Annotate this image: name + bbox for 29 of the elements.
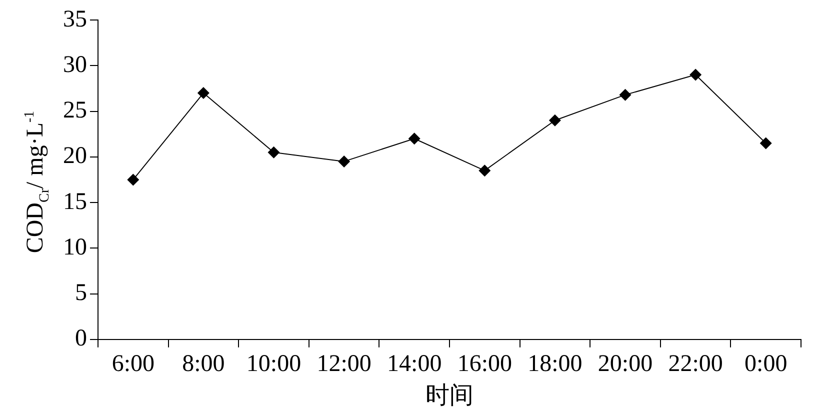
point — [338, 155, 350, 168]
x-tick-label: 6:00 — [112, 351, 154, 378]
x-axis-title: 时间 — [426, 382, 474, 409]
point — [548, 114, 561, 126]
x-tick-label: 14:00 — [387, 351, 442, 378]
point — [760, 137, 772, 150]
x-tick-label: 18:00 — [528, 351, 582, 378]
y-tick-label: 30 — [63, 52, 87, 78]
x-tick-label: 10:00 — [246, 351, 302, 378]
x-tick-label: 0:00 — [744, 351, 788, 378]
x-tick-label: 20:00 — [598, 351, 653, 378]
point — [197, 87, 210, 100]
y-tick-label: 35 — [63, 6, 87, 32]
point — [690, 68, 702, 81]
y-tick-label: 0 — [75, 326, 87, 352]
y-tick-label: 15 — [63, 188, 87, 215]
point — [127, 174, 140, 186]
x-tick-label: 12:00 — [316, 351, 372, 378]
y-tick-label: 25 — [63, 98, 87, 124]
y-tick-label: 10 — [63, 234, 87, 260]
x-tick-label: 8:00 — [182, 351, 225, 378]
point — [268, 146, 280, 158]
x-tick-label: 22:00 — [668, 351, 723, 378]
point — [408, 132, 420, 145]
y-tick-label: 20 — [63, 143, 87, 170]
point — [478, 164, 491, 177]
point — [619, 88, 632, 101]
y-tick-label: 5 — [75, 280, 87, 306]
x-tick-label: 16:00 — [457, 351, 512, 378]
